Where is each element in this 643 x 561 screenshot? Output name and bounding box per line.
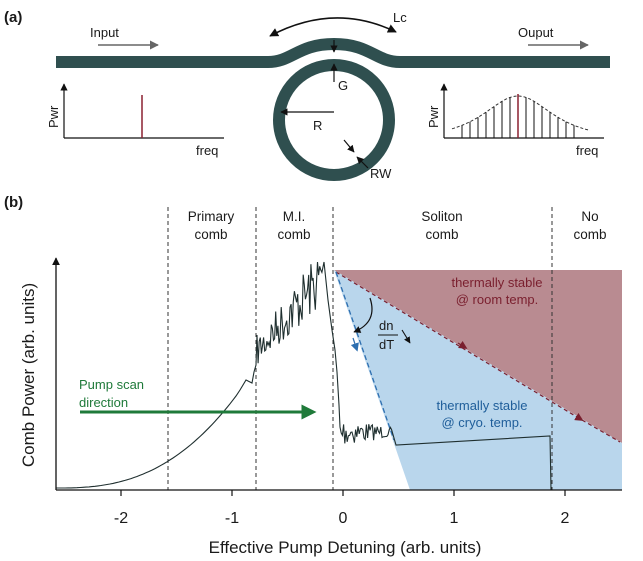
dndt-small-arrow [401,329,411,344]
x-tick-label: 1 [450,510,459,527]
input-label: Input [90,25,119,40]
r-label: R [313,118,322,133]
dndt-denominator: dT [379,337,394,352]
cryo-temp-label-l2: @ cryo. temp. [441,415,522,430]
x-axis-label: Effective Pump Detuning (arb. units) [209,538,482,557]
x-tick-label: 0 [339,510,348,527]
region-primary-l1: Primary [188,209,235,224]
region-soliton-l2: comb [425,227,458,242]
pump-scan-label-l1: Pump scan [79,377,144,392]
room-temp-label-l2: @ room temp. [456,292,539,307]
lc-arrow [269,17,397,37]
region-nocomb-l2: comb [573,227,606,242]
left-inset-xlabel: freq [196,143,218,158]
pump-scan-label-l2: direction [79,395,128,410]
region-mi-l1: M.I. [283,209,306,224]
right-inset-ylabel: Pwr [426,105,441,128]
cryo-boundary-mid-arrow [350,337,359,352]
region-mi-l2: comb [277,227,310,242]
cryo-temp-boundary [335,271,395,441]
rw-label: RW [370,166,392,181]
output-label: Ouput [518,25,554,40]
dndt-numerator: dn [379,318,393,333]
y-axis-label: Comb Power (arb. units) [19,283,38,467]
comb-envelope [451,95,591,131]
cryo-temp-region [334,270,622,490]
right-inset-xlabel: freq [576,143,598,158]
rw-arrow-inner [343,139,355,153]
panel-a-label: (a) [4,9,22,26]
region-primary-l2: comb [194,227,227,242]
region-nocomb-l1: No [581,209,598,224]
x-tick-label: -2 [114,510,128,527]
room-temp-label-l1: thermally stable [451,275,542,290]
lc-label: Lc [393,10,407,25]
x-ticks: -2 -1 0 1 2 [114,490,570,527]
panel-b-label: (b) [4,194,23,211]
room-boundary-mid-arrow [457,340,468,349]
x-tick-label: 2 [561,510,570,527]
dndt-arc-arrow [353,297,373,333]
x-tick-label: -1 [225,510,239,527]
rw-arrow-outer [356,156,369,169]
comb-power-trace [56,261,552,491]
room-temp-boundary-tail [581,419,621,443]
right-inset-comb-lines [451,94,591,138]
region-soliton-l1: Soliton [421,209,462,224]
cryo-temp-label-l1: thermally stable [436,398,527,413]
left-inset-ylabel: Pwr [46,105,61,128]
g-label: G [338,78,348,93]
